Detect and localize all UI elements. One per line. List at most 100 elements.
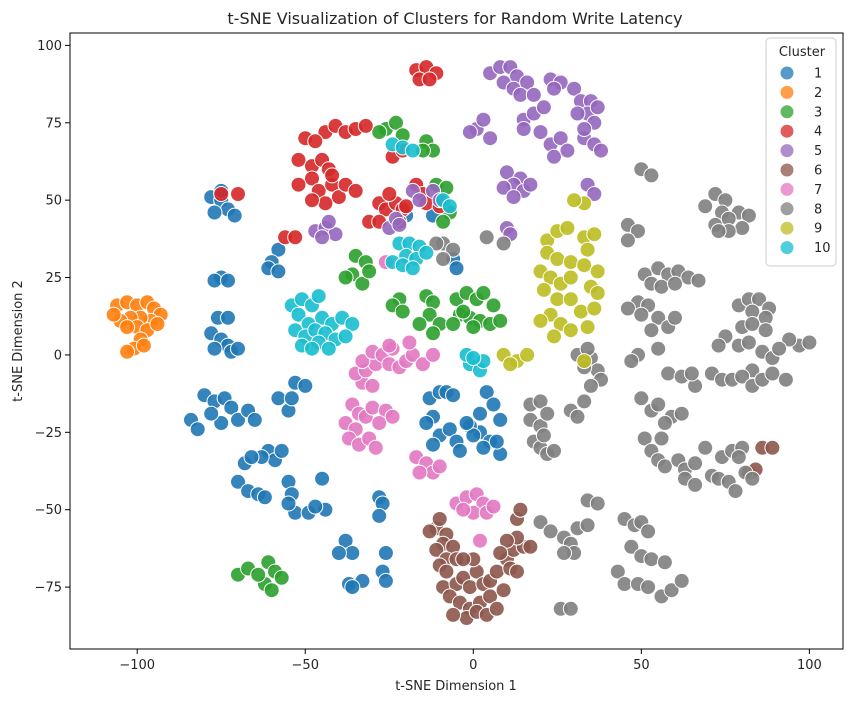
cluster-9-point xyxy=(502,356,519,373)
cluster-9-point xyxy=(519,346,536,363)
cluster-8-point xyxy=(633,306,650,323)
cluster-4-point xyxy=(307,133,324,150)
cluster-10-point xyxy=(344,316,361,332)
legend-marker-6 xyxy=(780,163,794,177)
cluster-1-point xyxy=(226,207,243,224)
cluster-5-point xyxy=(532,124,549,141)
cluster-1-point xyxy=(441,421,458,438)
cluster-5-point xyxy=(314,229,331,246)
legend-label-1: 1 xyxy=(814,67,822,82)
cluster-1-point xyxy=(377,545,394,561)
legend-label-6: 6 xyxy=(814,164,822,179)
cluster-1-point xyxy=(206,204,223,221)
cluster-5-point xyxy=(569,105,586,122)
cluster-2-point xyxy=(135,337,152,354)
cluster-8-point xyxy=(546,442,562,459)
cluster-10-point xyxy=(404,260,421,277)
cluster-3-point xyxy=(371,124,388,141)
cluster-6-point xyxy=(522,538,539,555)
cluster-5-point xyxy=(586,186,603,202)
x-axis: −100 −50 0 50 100 xyxy=(119,649,822,673)
plot-area-frame xyxy=(69,32,844,650)
cluster-5-point xyxy=(461,124,478,141)
cluster-8-point xyxy=(653,430,670,447)
cluster-8-point xyxy=(535,427,552,444)
cluster-5-point xyxy=(525,86,542,103)
cluster-9-point xyxy=(562,254,579,271)
cluster-1-point xyxy=(472,405,488,422)
cluster-9-point xyxy=(579,319,596,336)
cluster-8-point xyxy=(663,582,680,599)
cluster-1-point xyxy=(206,340,223,357)
cluster-5-point xyxy=(411,192,428,209)
cluster-9-point xyxy=(589,285,606,301)
cluster-8-point xyxy=(734,220,751,236)
cluster-8-point xyxy=(744,316,761,332)
cluster-6-point xyxy=(445,606,462,623)
cluster-5-point xyxy=(546,148,562,165)
cluster-1-point xyxy=(256,489,273,506)
cluster-8-point xyxy=(734,368,751,385)
legend-label-9: 9 xyxy=(814,222,822,237)
cluster-1-point xyxy=(283,390,300,407)
cluster-7-point xyxy=(485,498,502,515)
cluster-1-point xyxy=(465,427,482,444)
cluster-7-point xyxy=(411,464,428,481)
cluster-3-point xyxy=(273,569,290,586)
legend-entries: 1 2 3 4 5 6 7 8 9 10 xyxy=(780,66,831,256)
cluster-10-point xyxy=(418,244,435,261)
legend-title: Cluster xyxy=(779,45,826,60)
cluster-6-point xyxy=(421,523,438,540)
cluster-4-point xyxy=(324,167,341,184)
cluster-7-point xyxy=(431,458,448,475)
cluster-7-point xyxy=(367,439,384,456)
cluster-4-point xyxy=(304,170,320,187)
cluster-8-point xyxy=(495,235,512,252)
cluster-8-point xyxy=(764,365,781,382)
cluster-4-point xyxy=(317,195,334,212)
y-tick-label: 25 xyxy=(45,271,62,286)
cluster-8-point xyxy=(683,365,700,382)
cluster-5-point xyxy=(498,164,515,181)
cluster-1-point xyxy=(246,411,263,428)
y-tick-label: −25 xyxy=(35,426,62,441)
cluster-9-point xyxy=(576,353,593,370)
cluster-1-point xyxy=(314,470,331,487)
cluster-8-point xyxy=(623,353,640,370)
cluster-1-point xyxy=(425,436,441,453)
cluster-1-point xyxy=(206,272,223,289)
cluster-1-point xyxy=(220,272,236,289)
cluster-8-point xyxy=(643,167,660,184)
cluster-7-point xyxy=(371,415,388,431)
cluster-1-point xyxy=(280,495,297,512)
y-axis: −75 −50 −25 0 25 50 75 100 xyxy=(35,39,70,596)
legend-label-3: 3 xyxy=(814,105,822,120)
cluster-3-point xyxy=(445,316,462,332)
y-tick-label: −50 xyxy=(35,503,62,518)
cluster-8-point xyxy=(740,334,757,351)
cluster-7-point xyxy=(384,408,401,425)
cluster-3-point xyxy=(354,275,371,292)
cluster-3-point xyxy=(475,285,492,301)
legend-marker-2 xyxy=(780,85,794,99)
cluster-8-point xyxy=(656,554,673,571)
legend-label-10: 10 xyxy=(814,241,831,256)
cluster-1-point xyxy=(344,545,361,561)
cluster-8-point xyxy=(562,600,579,617)
cluster-9-point xyxy=(549,251,566,267)
cluster-8-point xyxy=(650,309,667,326)
cluster-8-point xyxy=(771,340,788,357)
cluster-8-point xyxy=(428,235,445,252)
cluster-5-point xyxy=(391,216,408,233)
cluster-6-point xyxy=(488,563,505,580)
cluster-4-point xyxy=(304,192,320,209)
cluster-8-point xyxy=(650,340,667,357)
cluster-8-point xyxy=(740,207,757,224)
cluster-6-point xyxy=(492,545,509,561)
cluster-3-point xyxy=(250,566,267,583)
cluster-8-point xyxy=(445,241,462,258)
cluster-5-point xyxy=(519,74,536,91)
cluster-4-point xyxy=(230,186,246,202)
cluster-1-point xyxy=(223,399,240,416)
cluster-5-point xyxy=(576,121,593,137)
